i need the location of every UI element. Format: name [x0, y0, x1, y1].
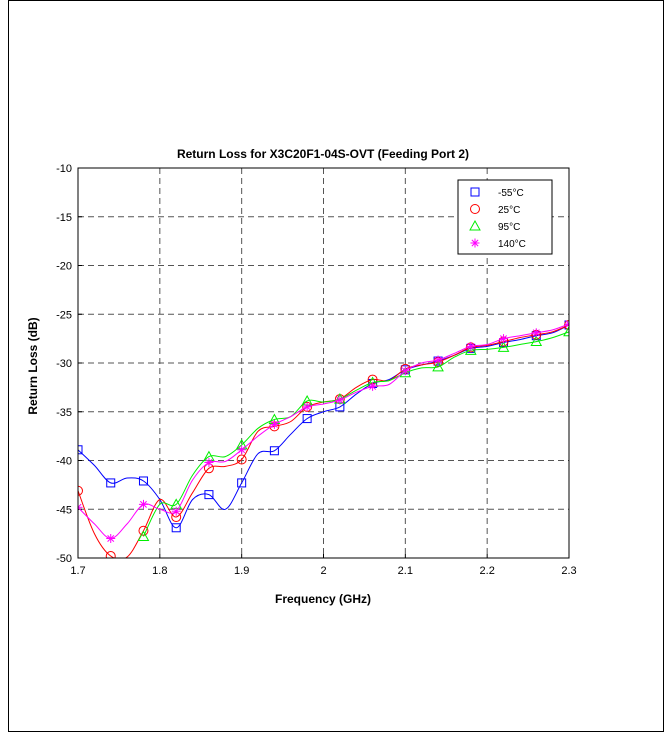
y-tick-label: -25: [56, 309, 72, 321]
data-point: [78, 485, 83, 496]
x-tick-label: 1.9: [234, 565, 249, 577]
x-tick-label: 2.2: [480, 565, 495, 577]
legend-item: 25°C: [470, 204, 520, 216]
legend-marker: [470, 238, 480, 248]
legend-label: 140°C: [498, 239, 526, 250]
data-point: [464, 344, 477, 355]
y-tick-label: -35: [56, 407, 72, 419]
legend-marker: [469, 219, 481, 231]
y-tick-label: -40: [56, 456, 72, 468]
legend-marker: [470, 204, 480, 214]
data-point: [204, 457, 214, 467]
legend-item: -55°C: [470, 187, 524, 199]
x-tick-label: 2: [320, 565, 326, 577]
data-point: [531, 328, 541, 338]
y-tick-label: -50: [56, 553, 72, 565]
legend-label: 25°C: [498, 205, 520, 216]
legend-item: 95°C: [469, 219, 520, 233]
data-point: [302, 414, 312, 424]
data-point: [368, 381, 378, 391]
data-point: [105, 551, 116, 558]
data-point: [106, 534, 116, 543]
y-axis-label: Return Loss (dB): [26, 317, 40, 414]
data-point: [564, 319, 569, 330]
plot-area-border: [77, 167, 570, 559]
data-point: [171, 523, 181, 533]
data-point: [400, 366, 410, 376]
data-point: [138, 476, 148, 486]
data-point: [530, 335, 543, 347]
legend-item: 140°C: [470, 238, 526, 250]
data-point: [563, 325, 569, 337]
data-point: [269, 446, 279, 456]
x-tick-label: 1.8: [152, 565, 167, 577]
legend: -55°C 25°C 95°C 140°C: [457, 179, 553, 255]
data-point: [138, 525, 149, 536]
data-point: [171, 506, 181, 516]
y-tick-label: -20: [56, 261, 72, 273]
data-point: [302, 402, 312, 412]
data-point: [237, 445, 247, 455]
data-point: [78, 445, 83, 455]
chart-title: Return Loss for X3C20F1-04S-OVT (Feeding…: [177, 147, 469, 161]
legend-label: -55°C: [498, 188, 524, 199]
data-point: [137, 530, 150, 542]
x-tick-label: 2.1: [398, 565, 413, 577]
y-tick-label: -45: [56, 504, 72, 516]
data-point: [204, 490, 214, 500]
data-point: [237, 478, 247, 488]
data-point: [78, 502, 83, 512]
y-tick-label: -15: [56, 212, 72, 224]
series-3: [137, 325, 569, 542]
legend-label: 95°C: [498, 222, 520, 233]
x-tick-label: 1.7: [70, 565, 85, 577]
data-point: [335, 395, 345, 405]
series-layer: [78, 319, 569, 558]
x-axis-label: Frequency (GHz): [275, 592, 371, 606]
data-point: [269, 419, 279, 429]
data-point: [497, 341, 510, 352]
axis-ticks: 1.7 1.8 1.9 2 2.1 2.2 2.3 -10 -15 -20 -25 -30 -35 -40…: [56, 163, 577, 577]
data-point: [499, 334, 509, 344]
data-point: [564, 319, 569, 329]
data-point: [236, 454, 247, 465]
series-line: [78, 323, 569, 540]
series-line: [143, 331, 569, 537]
data-point: [138, 499, 148, 509]
data-point: [433, 355, 443, 365]
x-tick-label: 2.3: [561, 565, 576, 577]
y-tick-label: -30: [56, 358, 72, 370]
legend-marker: [470, 187, 480, 197]
data-point: [432, 360, 444, 372]
series-4: [78, 319, 569, 543]
data-point: [466, 341, 476, 351]
figure-frame: [8, 0, 664, 732]
y-tick-label: -10: [56, 163, 72, 175]
data-point: [106, 478, 116, 488]
series-line: [78, 324, 569, 529]
